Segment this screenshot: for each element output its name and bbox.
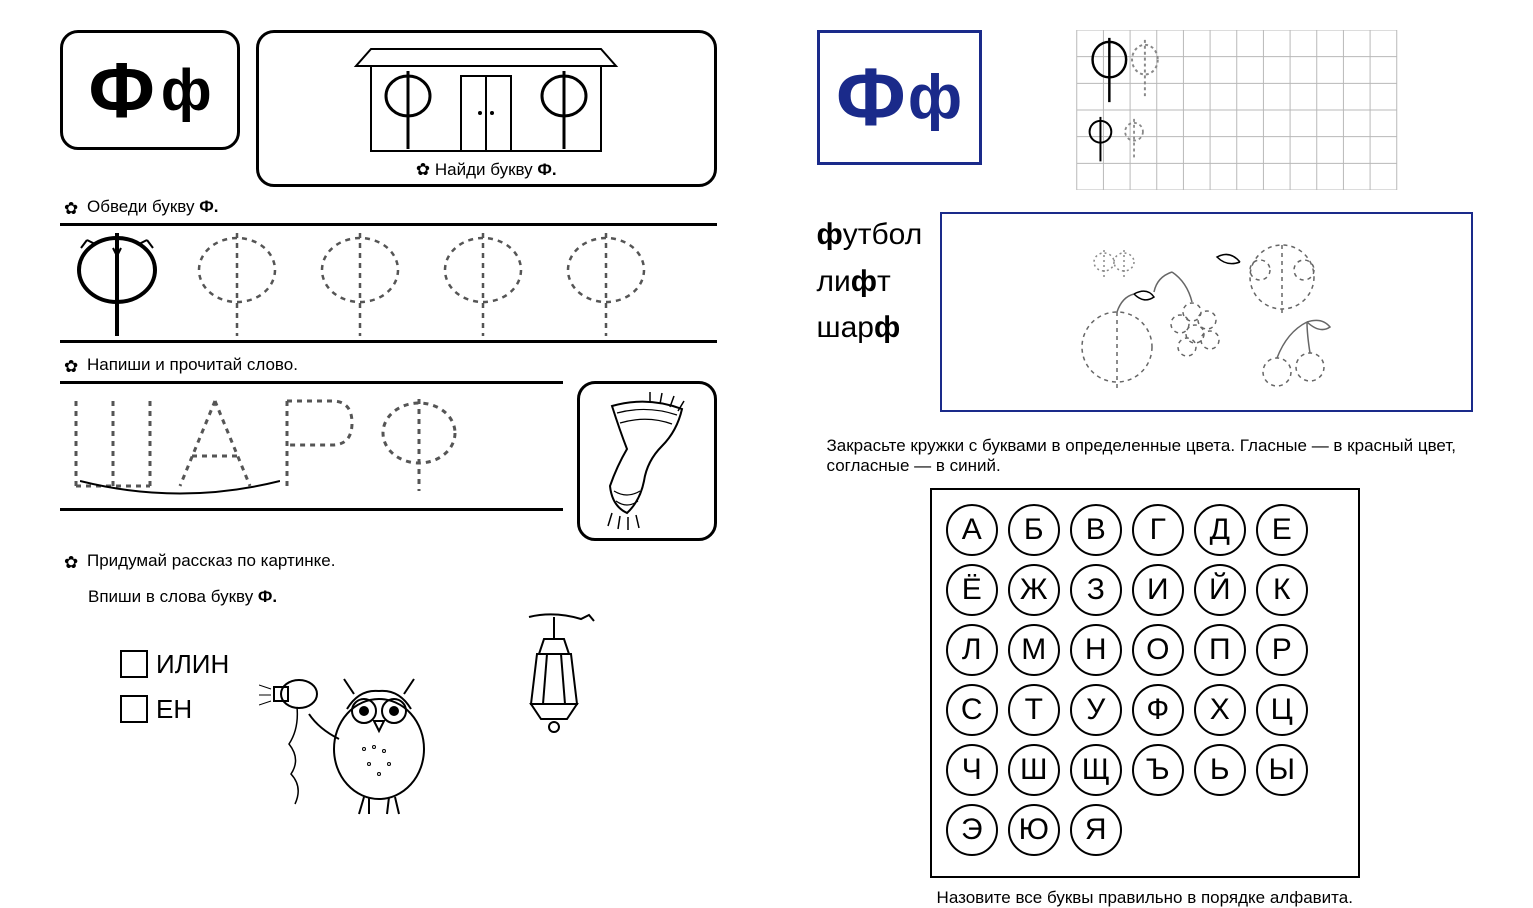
story-row: ИЛИН ЕН: [60, 619, 717, 824]
scarf-box: [577, 381, 717, 541]
alphabet-circle: Х: [1194, 684, 1246, 736]
alphabet-row: ЭЮЯ: [946, 804, 1344, 856]
house-box: ✿ Найди букву Ф.: [256, 30, 717, 187]
alphabet-circle: С: [946, 684, 998, 736]
word-trace-area: [60, 381, 563, 511]
alphabet-circle: Щ: [1070, 744, 1122, 796]
flower-icon: ✿: [64, 199, 78, 219]
flower-icon: ✿: [64, 553, 78, 573]
alphabet-circle: Н: [1070, 624, 1122, 676]
practice-grid: [1000, 30, 1474, 190]
owl-drawing: [259, 619, 459, 824]
fill-blanks: ИЛИН ЕН: [120, 649, 229, 739]
letter-lowercase-blue: ф: [908, 62, 962, 133]
alphabet-row: СТУФХЦ: [946, 684, 1344, 736]
alphabet-circle: Ь: [1194, 744, 1246, 796]
alphabet-circle: Ж: [1008, 564, 1060, 616]
blank-1: ИЛИН: [120, 649, 229, 680]
alphabet-circle: Д: [1194, 504, 1246, 556]
alphabet-circle: Ч: [946, 744, 998, 796]
alphabet-circle: Л: [946, 624, 998, 676]
letter-box-blue: Ф ф: [817, 30, 982, 165]
alphabet-circle: Я: [1070, 804, 1122, 856]
trace-letter-dotted: [559, 228, 654, 338]
letter-lowercase: ф: [161, 57, 212, 124]
alphabet-circle: Р: [1256, 624, 1308, 676]
blank-square: [120, 650, 148, 678]
alphabet-circle: У: [1070, 684, 1122, 736]
right-top-row: Ф ф: [817, 30, 1474, 190]
blank-2: ЕН: [120, 694, 229, 725]
name-letters-instruction: Назовите все буквы правильно в порядке а…: [817, 888, 1474, 908]
alphabet-circle: Б: [1008, 504, 1060, 556]
scarf-drawing: [592, 391, 702, 531]
alphabet-circle: Т: [1008, 684, 1060, 736]
alphabet-circle: Ё: [946, 564, 998, 616]
alphabet-circle: Ц: [1256, 684, 1308, 736]
trace-letter-dotted: [190, 228, 285, 338]
alphabet-circle: З: [1070, 564, 1122, 616]
alphabet-row: ЛМНОПР: [946, 624, 1344, 676]
alphabet-circle: Г: [1132, 504, 1184, 556]
color-instruction: Закрасьте кружки с буквами в определенны…: [817, 436, 1474, 476]
trace-letter-dotted: [436, 228, 531, 338]
alphabet-circle: Ш: [1008, 744, 1060, 796]
alphabet-row: ЁЖЗИЙК: [946, 564, 1344, 616]
worksheet-left: Ф ф ✿ Найди букву Ф. ✿ Обведи букв: [60, 30, 717, 834]
trace-letter-guide: [72, 228, 162, 338]
house-caption: ✿ Найди букву Ф.: [416, 160, 557, 180]
flower-icon: ✿: [64, 357, 78, 377]
alphabet-circle: И: [1132, 564, 1184, 616]
alphabet-circle: А: [946, 504, 998, 556]
task-story-line2: Впиши в слова букву Ф.: [88, 585, 717, 609]
task-story-label: ✿ Придумай рассказ по картинке.: [64, 551, 717, 571]
right-mid-row: футболлифтшарф: [817, 212, 1474, 412]
letter-uppercase: Ф: [88, 45, 155, 136]
alphabet-circle: К: [1256, 564, 1308, 616]
vocab-word: лифт: [817, 259, 923, 306]
top-row: Ф ф ✿ Найди букву Ф.: [60, 30, 717, 187]
alphabet-circle: Ф: [1132, 684, 1184, 736]
fruit-tracing-box: [940, 212, 1473, 412]
alphabet-grid: АБВГДЕ ЁЖЗИЙК ЛМНОПР СТУФХЦ ЧШЩЪЬЫ ЭЮЯ: [930, 488, 1360, 878]
alphabet-circle: О: [1132, 624, 1184, 676]
letter-uppercase-blue: Ф: [836, 51, 906, 145]
word-list: футболлифтшарф: [817, 212, 923, 352]
task-word-label: ✿ Напиши и прочитай слово.: [64, 355, 717, 375]
word-letter-dotted: [272, 391, 364, 501]
vocab-word: футбол: [817, 212, 923, 259]
alphabet-circle: П: [1194, 624, 1246, 676]
alphabet-circle: Е: [1256, 504, 1308, 556]
word-row: [60, 381, 717, 541]
alphabet-circle: Й: [1194, 564, 1246, 616]
alphabet-circle: Ы: [1256, 744, 1308, 796]
alphabet-circle: Ъ: [1132, 744, 1184, 796]
alphabet-row: ЧШЩЪЬЫ: [946, 744, 1344, 796]
letter-box-black: Ф ф: [60, 30, 240, 150]
alphabet-row: АБВГДЕ: [946, 504, 1344, 556]
trace-row: [60, 223, 717, 343]
alphabet-circle: Ю: [1008, 804, 1060, 856]
trace-letter-dotted: [313, 228, 408, 338]
vocab-word: шарф: [817, 305, 923, 352]
task-trace-label: ✿ Обведи букву Ф.: [64, 197, 717, 217]
alphabet-circle: В: [1070, 504, 1122, 556]
blank-square: [120, 695, 148, 723]
alphabet-circle: Э: [946, 804, 998, 856]
lantern-drawing: [509, 609, 599, 784]
alphabet-circle: М: [1008, 624, 1060, 676]
house-drawing: [346, 41, 626, 156]
worksheet-right: Ф ф футболлифтшарф: [817, 30, 1474, 834]
word-letter-dotted: [374, 391, 466, 501]
